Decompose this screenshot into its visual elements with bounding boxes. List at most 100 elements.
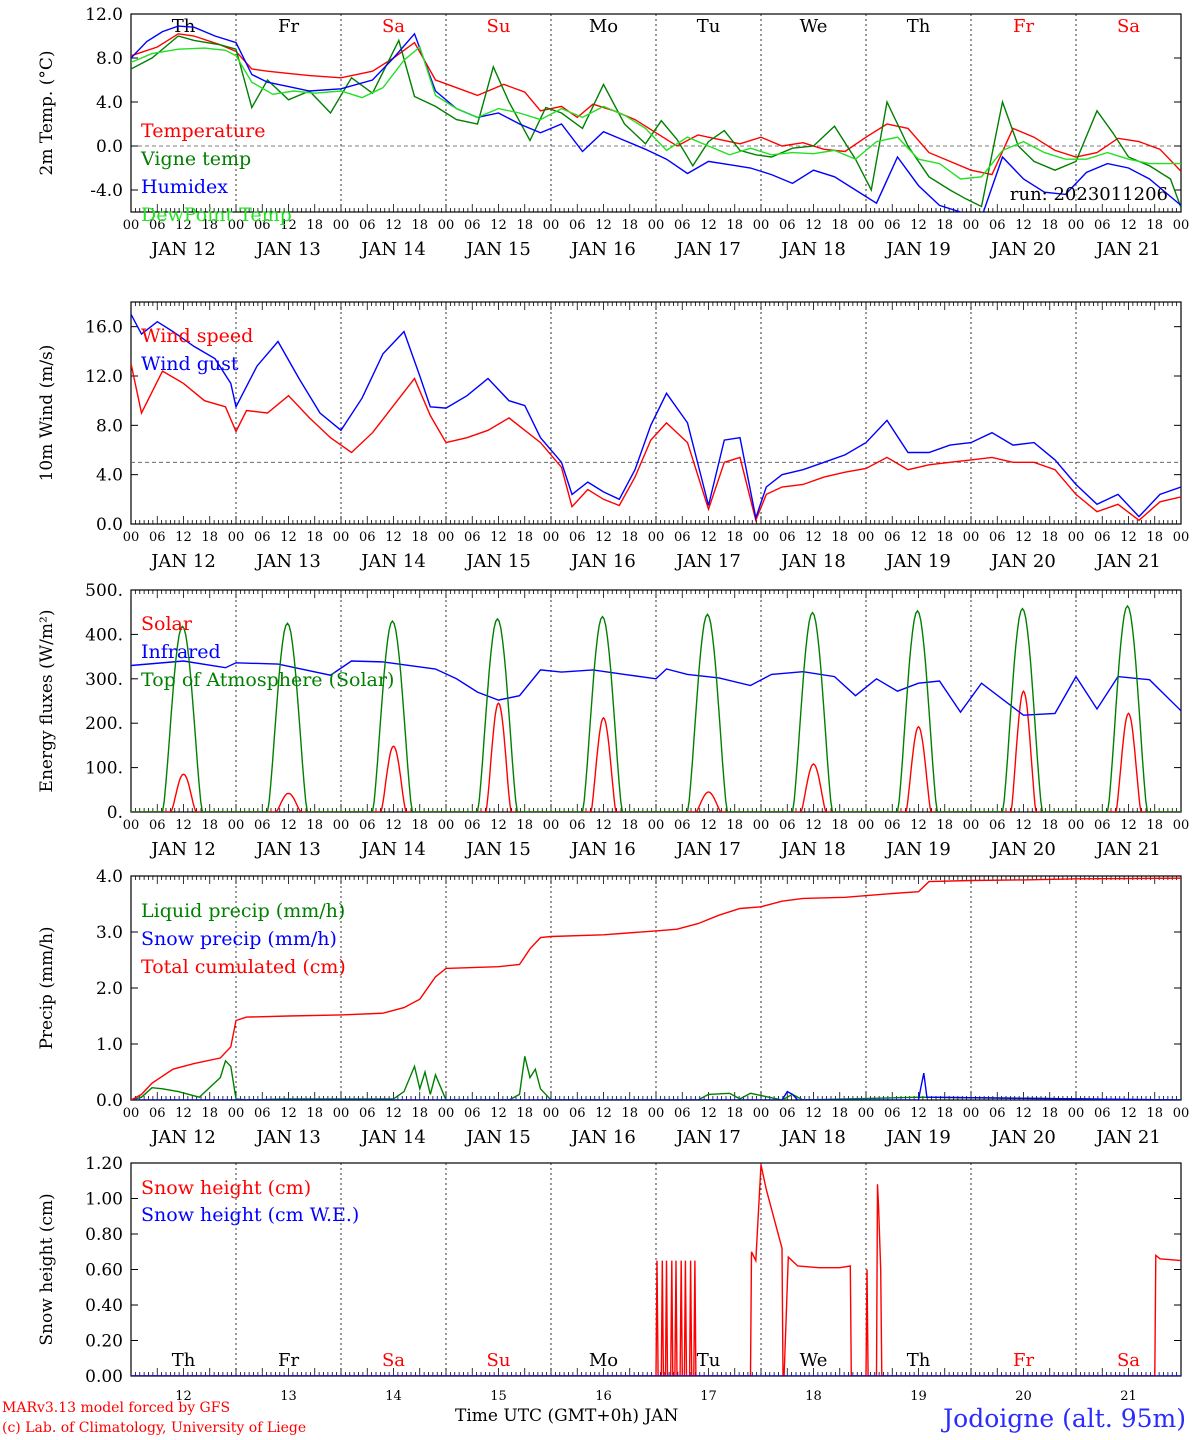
date-label: JAN 13 — [254, 239, 321, 260]
precipitation-panel: 0.0 1.0 2.0 3.0 4.0 Precip (mm/h) 00 06 12 18 JAN … — [37, 867, 1189, 1148]
hour-label: 12 — [910, 818, 927, 833]
hour-label: 00 — [228, 218, 245, 233]
y-axis-title: Precip (mm/h) — [37, 926, 57, 1049]
hour-label: 12 — [1015, 818, 1032, 833]
hour-label: 06 — [1094, 218, 1111, 233]
hour-label: 18 — [516, 818, 533, 833]
weekday-label: Fr — [1013, 16, 1034, 37]
y-axis-title: Snow height (cm) — [37, 1193, 57, 1345]
y-tick-label: 400. — [85, 625, 123, 645]
hour-label: 06 — [569, 1106, 586, 1121]
legend-entry: Total cumulated (cm) — [141, 956, 346, 978]
y-tick-label: 8.0 — [96, 416, 123, 436]
hour-label: 00 — [543, 218, 560, 233]
hour-label: 12 — [700, 818, 717, 833]
hour-label: 12 — [1015, 218, 1032, 233]
hour-label: 18 — [1041, 818, 1058, 833]
series-line — [131, 877, 1181, 1100]
hour-label: 12 — [1015, 1106, 1032, 1121]
legend-entry: Temperature — [141, 120, 265, 142]
series-line — [131, 35, 1181, 208]
series-line — [131, 1072, 1181, 1100]
date-label: JAN 16 — [569, 839, 636, 860]
legend-entry: Wind speed — [141, 325, 253, 347]
weekday-label: Sa — [1117, 16, 1140, 37]
hour-label: 06 — [149, 530, 166, 545]
series-line — [131, 45, 1181, 180]
hour-label: 12 — [910, 218, 927, 233]
hour-label: 18 — [831, 818, 848, 833]
series-line — [131, 313, 1181, 521]
y-tick-label: 16.0 — [85, 318, 123, 338]
hour-label: 06 — [254, 818, 271, 833]
hour-label: 00 — [438, 1106, 455, 1121]
date-label: JAN 19 — [884, 839, 951, 860]
y-tick-label: -4.0 — [90, 181, 123, 201]
date-label: JAN 14 — [359, 839, 426, 860]
hour-label: 06 — [569, 530, 586, 545]
y-tick-label: 0.00 — [85, 1367, 123, 1387]
weekday-label: Tu — [697, 16, 721, 37]
hour-label: 06 — [989, 530, 1006, 545]
hour-label: 18 — [621, 530, 638, 545]
y-tick-label: 4.0 — [96, 93, 123, 113]
model-credit: MARv3.13 model forced by GFS — [2, 1400, 231, 1416]
hour-label: 18 — [1041, 530, 1058, 545]
hour-label: 00 — [963, 1106, 980, 1121]
hour-label: 18 — [831, 1106, 848, 1121]
date-label: JAN 13 — [254, 1127, 321, 1148]
hour-label: 18 — [411, 818, 428, 833]
day-number: 20 — [1015, 1389, 1032, 1404]
hour-label: 06 — [464, 530, 481, 545]
y-tick-label: 1.20 — [85, 1154, 123, 1174]
legend-entry: Infrared — [141, 641, 221, 663]
hour-label: 12 — [385, 818, 402, 833]
hour-label: 18 — [306, 1106, 323, 1121]
series-line — [131, 25, 1181, 212]
weekday-label: Th — [907, 16, 931, 37]
weekday-label: Fr — [278, 1350, 299, 1371]
weekday-label: Sa — [1117, 1350, 1140, 1371]
hour-label: 12 — [1120, 1106, 1137, 1121]
hour-label: 06 — [1094, 1106, 1111, 1121]
date-label: JAN 21 — [1094, 551, 1161, 572]
hour-label: 06 — [359, 818, 376, 833]
hour-label: 06 — [464, 1106, 481, 1121]
hour-label: 12 — [385, 1106, 402, 1121]
hour-label: 18 — [726, 1106, 743, 1121]
date-label: JAN 14 — [359, 239, 426, 260]
legend-entry: Humidex — [141, 176, 228, 198]
hour-label: 06 — [779, 218, 796, 233]
y-tick-label: 1.00 — [85, 1190, 123, 1210]
weekday-label: Su — [487, 16, 511, 37]
hour-label: 12 — [1120, 818, 1137, 833]
hour-label: 12 — [805, 218, 822, 233]
hour-label: 18 — [306, 218, 323, 233]
run-annotation: run: 2023011206 — [1010, 184, 1168, 205]
date-label: JAN 12 — [149, 1127, 216, 1148]
hour-label: 00 — [123, 218, 140, 233]
date-label: JAN 18 — [779, 551, 846, 572]
hour-label: 06 — [149, 218, 166, 233]
date-label: JAN 16 — [569, 239, 636, 260]
hour-label: 00 — [648, 530, 665, 545]
hour-label: 18 — [936, 1106, 953, 1121]
y-axis-title: Energy fluxes (W/m²) — [37, 610, 57, 793]
hour-label: 00 — [123, 530, 140, 545]
y-tick-label: 0. — [107, 803, 123, 823]
hour-label: 00 — [123, 818, 140, 833]
legend-entry: DewPoint Temp — [141, 204, 292, 226]
hour-label: 18 — [1041, 1106, 1058, 1121]
hour-label: 12 — [700, 530, 717, 545]
hour-label: 12 — [175, 818, 192, 833]
x-axis-title: Time UTC (GMT+0h) JAN — [455, 1406, 679, 1426]
y-tick-label: 0.0 — [96, 1091, 123, 1111]
lab-credit: (c) Lab. of Climatology, University of L… — [2, 1420, 307, 1436]
date-label: JAN 20 — [989, 239, 1056, 260]
hour-label: 12 — [280, 218, 297, 233]
y-tick-label: 0.0 — [96, 137, 123, 157]
day-number: 18 — [805, 1389, 822, 1404]
hour-label: 12 — [175, 218, 192, 233]
y-tick-label: 0.60 — [85, 1261, 123, 1281]
date-label: JAN 16 — [569, 1127, 636, 1148]
